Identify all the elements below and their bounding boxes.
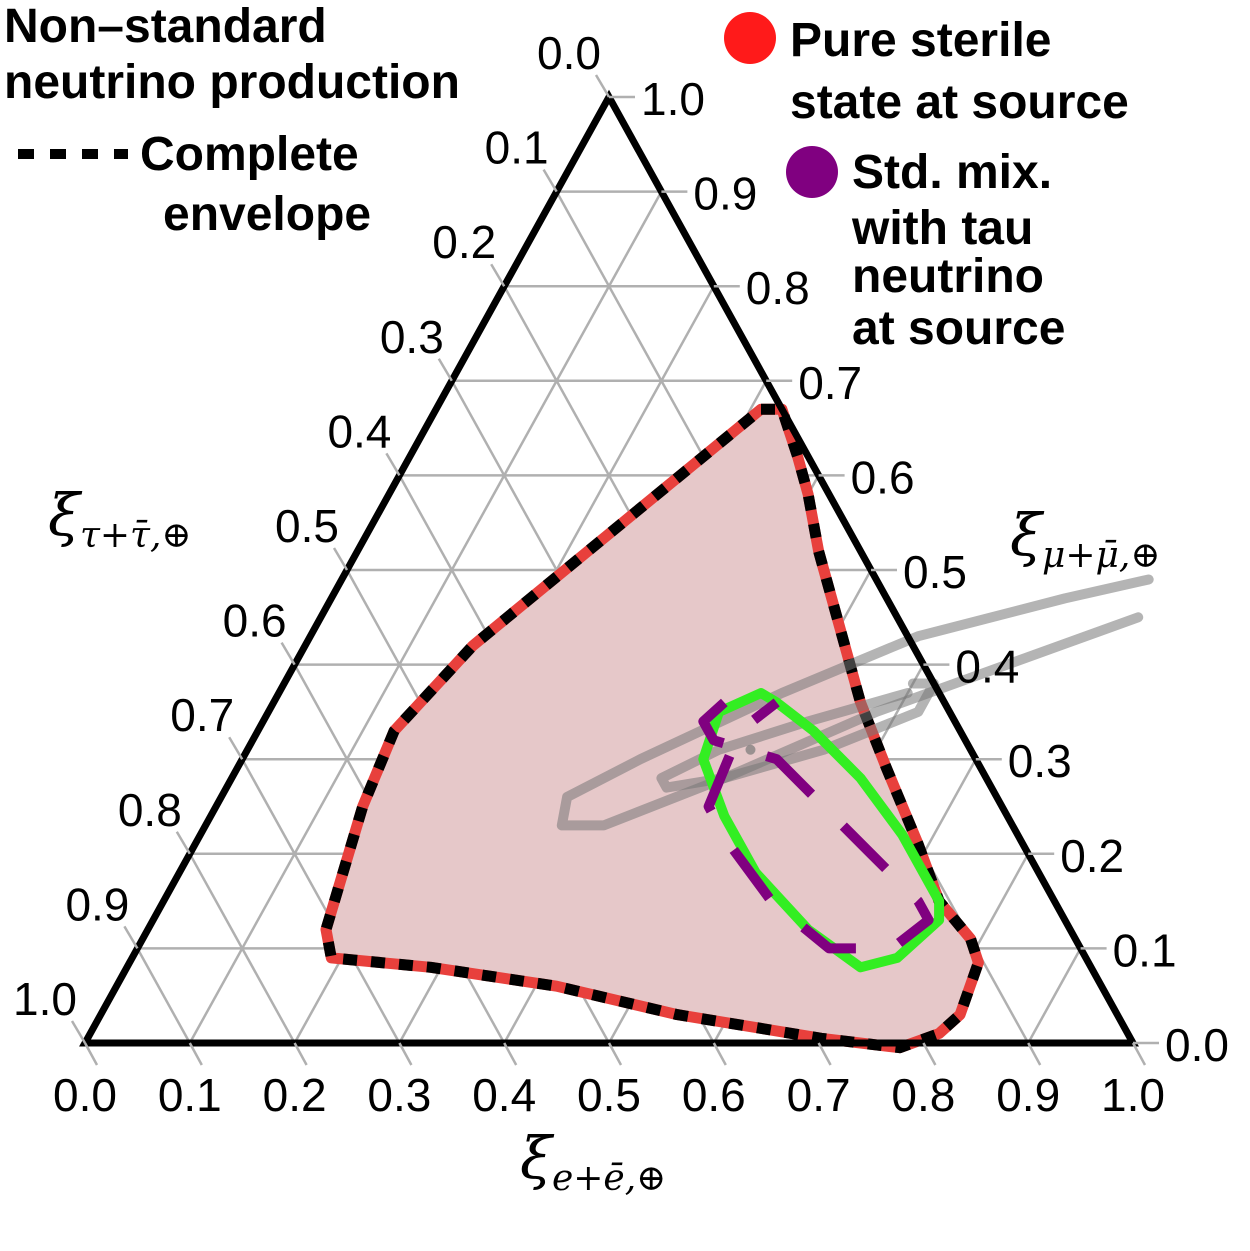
tick-label-bottom-4: 0.4 [472,1069,536,1121]
tick-left-4 [385,452,401,477]
tick-bottom-6 [712,1042,727,1066]
tick-label-bottom-3: 0.3 [367,1069,431,1121]
tick-label-right-8: 0.8 [746,262,810,314]
tick-bottom-4 [503,1042,518,1066]
tick-label-left-9: 0.9 [65,878,129,930]
legend-std-mix-line-4: at source [852,302,1065,355]
tick-label-left-2: 0.2 [432,216,496,268]
tick-label-right-0: 0.0 [1165,1019,1229,1071]
gridline-e-1 [188,190,663,1044]
tick-label-left-4: 0.4 [327,405,391,457]
tick-label-left-6: 0.6 [223,595,287,647]
gray-best-fit-point [745,744,756,755]
tick-left-3 [437,358,453,382]
bottom-axis-title: ξe+ē,⊕ [520,1124,666,1199]
tick-bottom-2 [293,1042,308,1066]
tick-label-bottom-0: 0.0 [53,1069,117,1121]
tick-bottom-9 [1027,1042,1042,1066]
tick-label-bottom-8: 0.8 [891,1069,955,1121]
legend-envelope-line-2: envelope [163,188,371,241]
tick-label-left-0: 0.0 [537,27,601,79]
tick-left-2 [490,263,506,287]
legend-std-mix-line-2: with tau [851,202,1033,255]
tick-label-right-2: 0.2 [1060,830,1124,882]
tick-label-right-4: 0.4 [955,641,1019,693]
right-axis-title: ξμ+μ̄,⊕ [1010,501,1161,576]
legend-std-mix-swatch [786,146,838,198]
tick-left-7 [228,736,244,760]
legend-std-mix-line-1: Std. mix. [852,146,1052,199]
tick-label-left-1: 0.1 [485,122,549,174]
legend-pure-sterile-line-1: Pure sterile [790,14,1051,67]
tick-label-bottom-10: 1.0 [1101,1069,1165,1121]
tick-left-0 [594,74,611,98]
gray-contour-inner [656,678,939,793]
gridline-tau-8 [188,853,296,1044]
left-axis-title: ξτ+τ̄,⊕ [48,481,192,556]
tick-label-left-8: 0.8 [118,784,182,836]
tick-left-6 [280,641,296,666]
tick-label-left-5: 0.5 [275,500,339,552]
tick-label-left-3: 0.3 [380,311,444,363]
gray-contour-outer [556,574,1154,831]
tick-label-right-9: 0.9 [693,168,757,220]
tick-label-right-3: 0.3 [1008,735,1072,787]
tick-label-right-10: 1.0 [641,73,705,125]
tick-bottom-7 [817,1042,832,1066]
tick-label-left-10: 1.0 [13,973,77,1025]
gridline-e-9 [1027,947,1082,1044]
tick-left-10 [70,1020,87,1044]
tick-label-right-7: 0.7 [798,357,862,409]
legend-title-line-2: neutrino production [4,56,460,109]
tick-bottom-5 [607,1042,623,1066]
tick-bottom-8 [922,1042,937,1066]
legend: Non–standard neutrino production Complet… [4,0,1129,355]
tick-bottom-1 [188,1042,203,1066]
tick-label-bottom-2: 0.2 [263,1069,327,1121]
tick-left-5 [332,547,349,571]
tick-label-right-1: 0.1 [1113,924,1177,976]
tick-label-bottom-6: 0.6 [682,1069,746,1121]
legend-pure-sterile-swatch [724,12,776,64]
legend-title-line-1: Non–standard [4,0,327,53]
tick-label-bottom-9: 0.9 [996,1069,1060,1121]
complete-envelope-outline [320,403,984,1054]
std-mix-green-contour [698,688,945,973]
tick-labels: 0.0 0.0 0.0 0.1 0.1 0.1 0.2 0.2 0.2 0.3 0.3 0.3 0.4 0… [13,27,1229,1121]
tick-bottom-3 [398,1042,413,1066]
tick-bottom-0 [83,1042,99,1066]
tick-left-1 [542,168,558,193]
tick-label-right-5: 0.5 [903,546,967,598]
tick-label-left-7: 0.7 [170,689,234,741]
legend-envelope-line-1: Complete [140,128,359,181]
tick-label-bottom-7: 0.7 [787,1069,851,1121]
std-mix-tau-contour [698,698,934,954]
tick-label-bottom-1: 0.1 [158,1069,222,1121]
gridline-tau-9 [136,947,191,1044]
pure-sterile-fill [326,409,979,1048]
tick-left-9 [123,925,139,950]
legend-std-mix-line-3: neutrino [852,250,1044,303]
tick-label-right-6: 0.6 [851,451,915,503]
tick-left-8 [175,831,191,855]
tick-bottom-10 [1131,1042,1147,1066]
tick-label-bottom-5: 0.5 [577,1069,641,1121]
legend-pure-sterile-line-2: state at source [790,76,1129,129]
data-regions [320,403,1154,1054]
gridline-tau-7 [241,758,401,1044]
